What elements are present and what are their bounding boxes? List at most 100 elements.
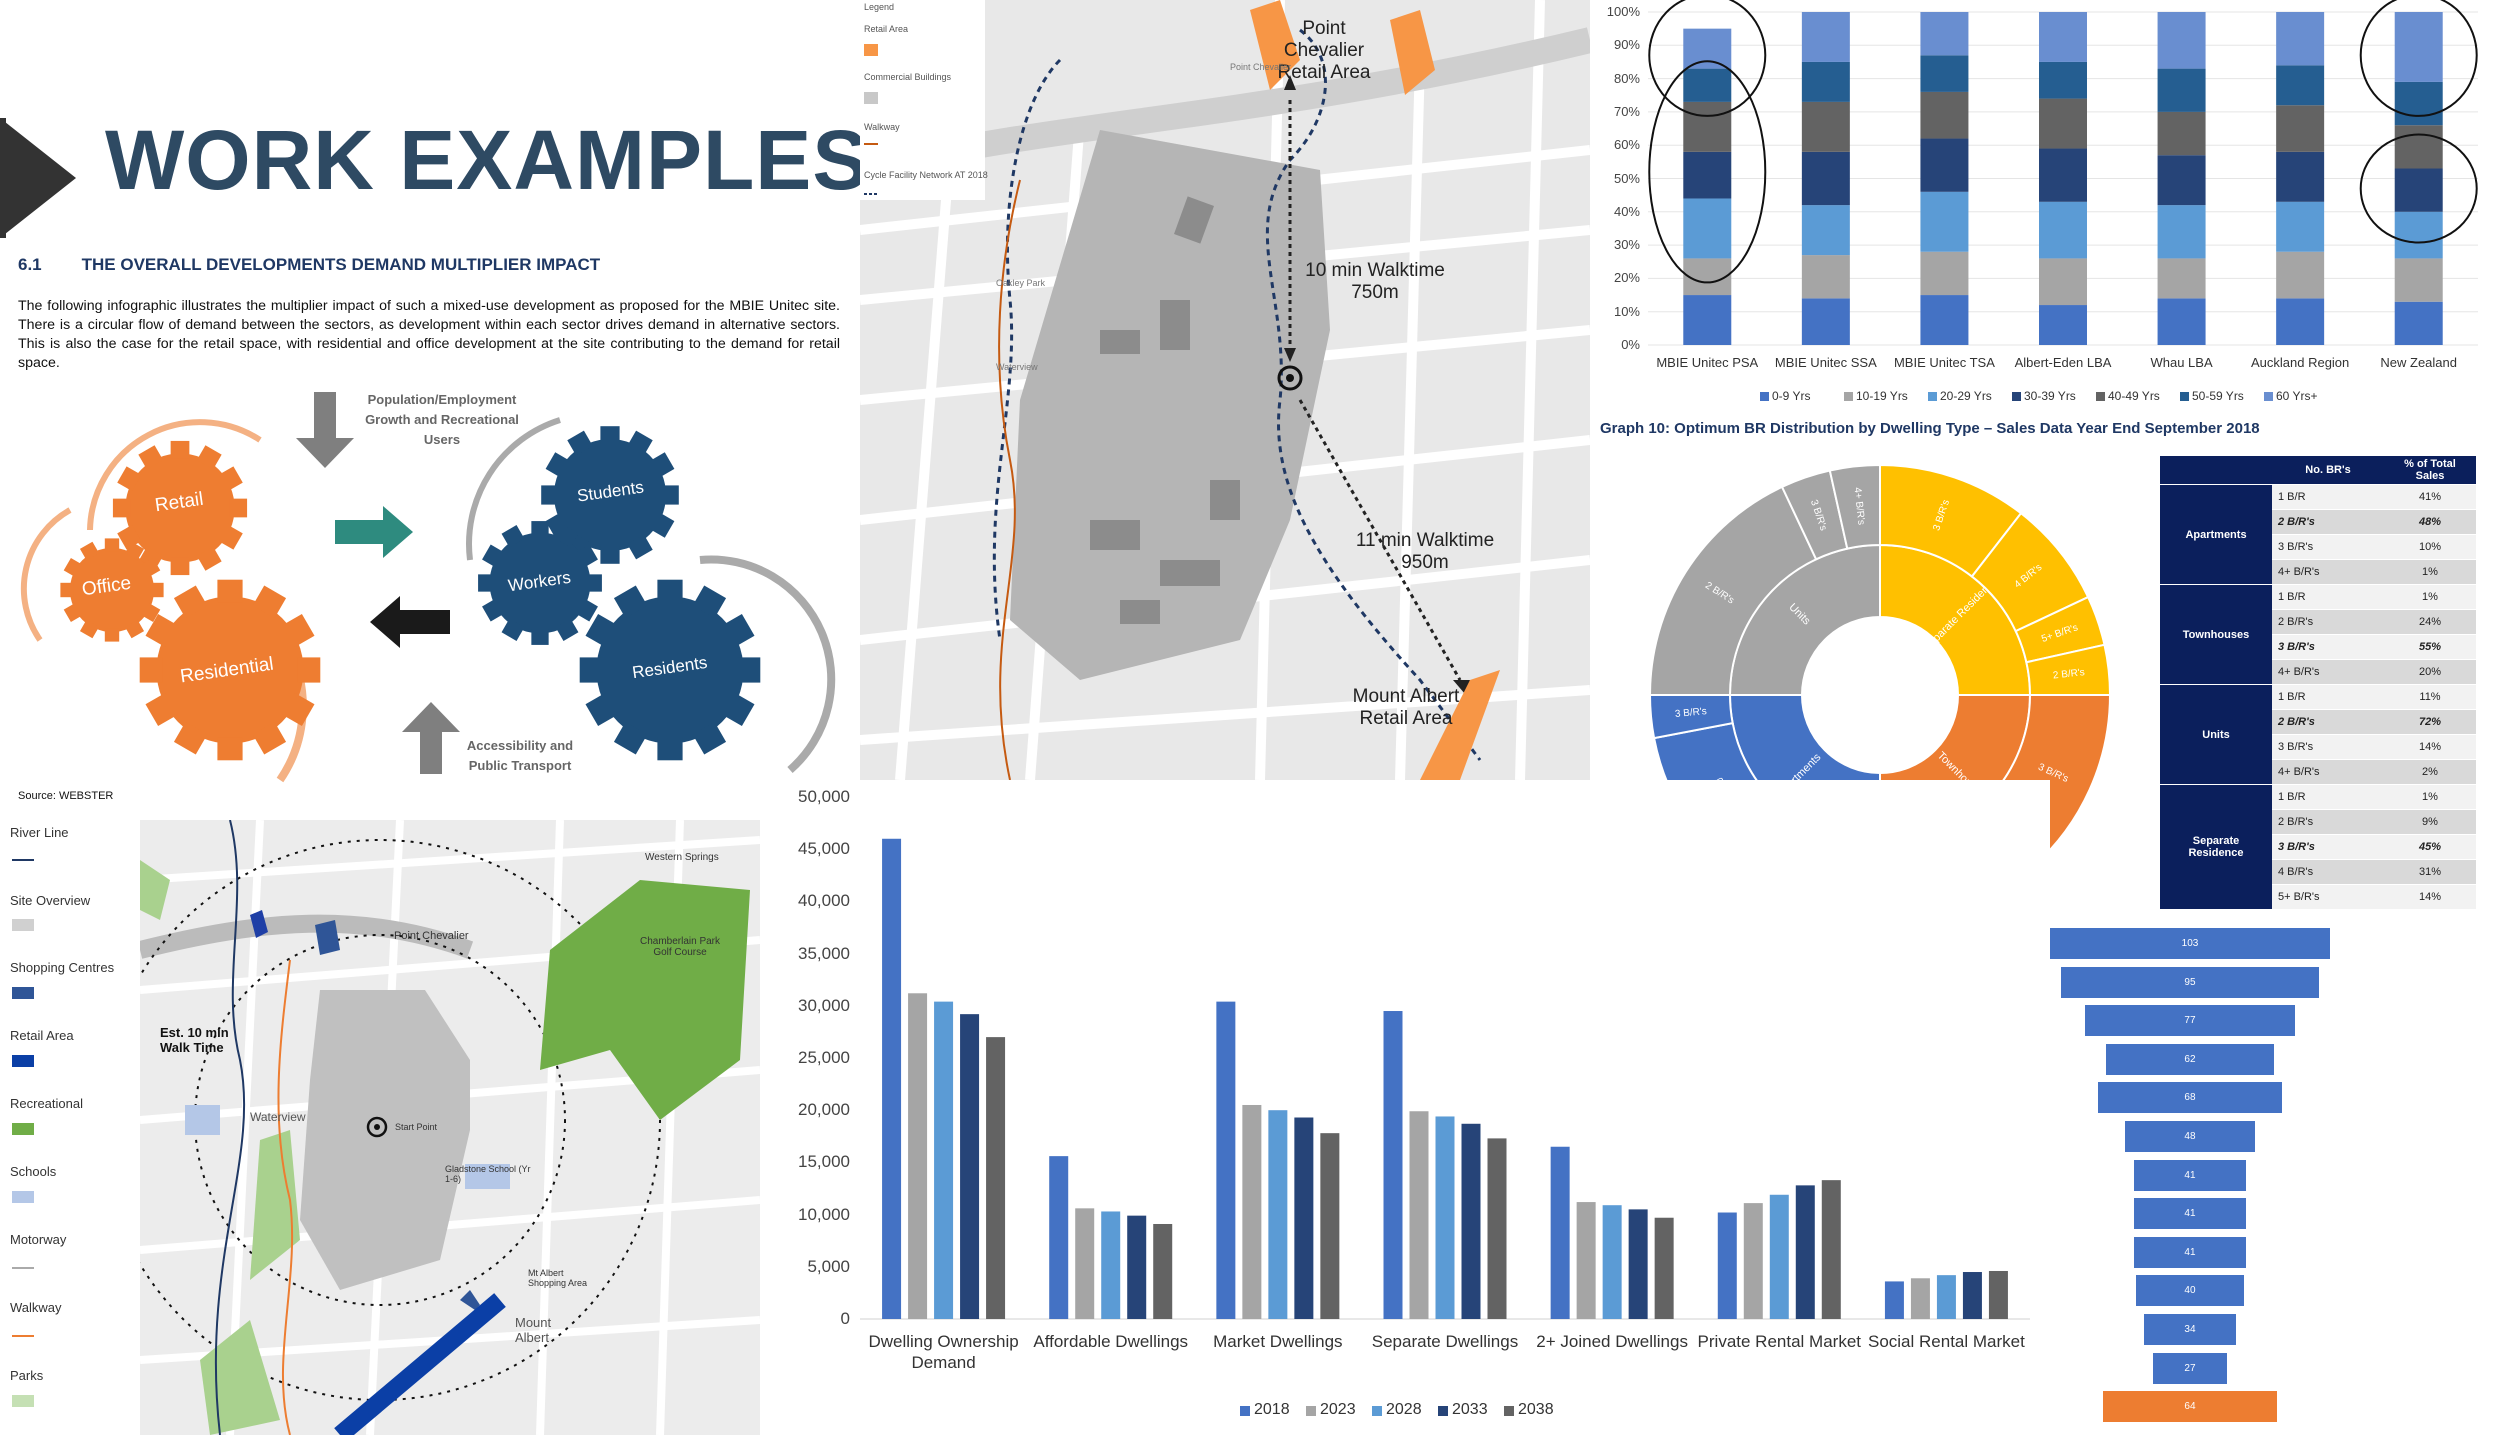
stacked-bar-segment: [2157, 298, 2206, 345]
mt-albert-shopping-label: Mt Albert Shopping Area: [528, 1268, 588, 1288]
dwelling-bar: [1654, 1217, 1674, 1319]
legend-label: 2023: [1320, 1401, 1356, 1418]
site-overview-map: Western Springs Chamberlain Park Golf Co…: [140, 820, 760, 1435]
br-table-row: 3 B/R's 45%: [2160, 834, 2476, 860]
br-table-pct-cell: 1%: [2384, 784, 2476, 810]
mount-albert-retail-area: [334, 1293, 506, 1435]
stacked-bar-segment: [1920, 295, 1969, 345]
br-table-pct-cell: 55%: [2384, 634, 2476, 660]
br-table-pct-cell: 11%: [2384, 684, 2476, 710]
page-title: WORK EXAMPLES: [105, 113, 870, 207]
br-table-row: 3 B/R's 10%: [2160, 534, 2476, 560]
stacked-bar-segment: [2394, 12, 2443, 82]
school-area: [185, 1105, 220, 1135]
site-overview-map-graphic: [140, 820, 760, 1435]
walkway-route: [998, 179, 1021, 780]
legend-recreational: Recreational: [10, 1096, 83, 1111]
donut-slice: [1828, 463, 1881, 550]
br-table-pct-cell: 2%: [2384, 759, 2476, 785]
point-chevalier-label: Point Chevalier: [394, 930, 469, 942]
stacked-bar-segment: [1920, 55, 1969, 92]
dwelling-bar: [1409, 1111, 1429, 1319]
br-table-group: Apartments: [2160, 484, 2272, 585]
dwelling-bar: [1743, 1203, 1763, 1319]
legend-schools: Schools: [10, 1164, 57, 1179]
br-table-header-br: No. BR's: [2272, 456, 2384, 485]
walktime-map-graphic: [860, 0, 1590, 780]
dwelling-bar: [1795, 1185, 1815, 1319]
legend-swatch: [1438, 1406, 1448, 1416]
dwelling-bar: [1769, 1194, 1789, 1319]
orange-arc: [87, 419, 262, 531]
dwelling-bar: [1216, 1001, 1236, 1319]
stacked-bar-segment: [1683, 28, 1732, 69]
dwelling-chart-svg: [860, 838, 2030, 1416]
legend-swatch: [1504, 1406, 1514, 1416]
legend-shopping-symbol: [12, 987, 34, 999]
dwelling-bar: [1320, 1133, 1340, 1319]
stacked-bar-segment: [2394, 168, 2443, 212]
dwelling-bar: [1101, 1211, 1121, 1319]
accessibility-label: Accessibility and Public Transport: [466, 738, 574, 773]
category-label: Affordable Dwellings: [1033, 1332, 1189, 1351]
funnel-bar: 64: [2103, 1391, 2277, 1423]
category-label: Dwelling Ownership Demand: [868, 1332, 1019, 1372]
stacked-bar-segment: [2039, 201, 2087, 259]
br-table-br-cell: 4+ B/R's: [2272, 559, 2384, 585]
legend-swatch: [2096, 392, 2105, 401]
population-growth-label: Population/Employment Growth and Recreat…: [365, 392, 519, 447]
stacked-bar-segment: [1683, 101, 1732, 152]
funnel-bar: 41: [2134, 1159, 2246, 1191]
br-table-pct-cell: 9%: [2384, 809, 2476, 835]
br-table-row: Apartments 1 B/R 41%: [2160, 484, 2476, 585]
br-table-row: 2 B/R's 72%: [2160, 709, 2476, 735]
br-table-br-cell: 1 B/R: [2272, 784, 2384, 810]
donut-slice-label: 4+ B/R's: [1851, 487, 1866, 526]
stacked-bar-segment: [2276, 298, 2325, 345]
y-tick-label: 40%: [1613, 203, 1640, 219]
y-tick-label: 0: [840, 1309, 850, 1328]
walk-route-blue: [1265, 28, 1482, 761]
br-table-row: Separate Residence 1 B/R 1%: [2160, 784, 2476, 910]
br-table-br-cell: 4 B/R's: [2272, 859, 2384, 885]
dwelling-bar: [1717, 1212, 1737, 1319]
category-label: Auckland Region: [2250, 355, 2350, 370]
category-label: MBIE Unitec TSA: [1893, 355, 1995, 370]
br-table-row: 4+ B/R's 2%: [2160, 759, 2476, 785]
age-distribution-chart: 0% 10% 20% 30% 40% 50% 60% 70% 80% 90% 100% MBIE U…: [1590, 0, 2500, 415]
stacked-bar-segment: [2039, 305, 2087, 345]
grey-arc: [466, 417, 561, 561]
legend-schools-symbol: [12, 1191, 34, 1203]
y-tick-label: 5,000: [807, 1256, 850, 1276]
br-table-br-cell: 3 B/R's: [2272, 534, 2384, 560]
y-tick-label: 50%: [1613, 170, 1640, 186]
left-arrow-icon: [370, 596, 450, 648]
legend-label: 2038: [1518, 1401, 1554, 1418]
funnel-bar: 77: [2085, 1005, 2295, 1037]
y-tick-label: 20%: [1613, 270, 1640, 286]
legend-retail-area: Retail Area: [10, 1028, 74, 1043]
br-table-pct-cell: 41%: [2384, 484, 2476, 510]
walktime-map: Legend Retail Area Commercial Buildings …: [860, 0, 1590, 780]
br-table-row: 4+ B/R's 20%: [2160, 659, 2476, 685]
legend-swatch: [1760, 392, 1769, 401]
dwelling-bar: [1550, 1146, 1570, 1319]
dwelling-bar: [1127, 1215, 1147, 1319]
stacked-bar-segment: [2039, 258, 2087, 306]
chamberlain-park: [540, 880, 750, 1120]
legend-parks: Parks: [10, 1368, 44, 1383]
dwelling-bar: [1075, 1208, 1095, 1319]
motorway-road: [140, 914, 474, 959]
stacked-bar-segment: [2157, 205, 2206, 259]
br-table-br-cell: 2 B/R's: [2272, 709, 2384, 735]
infographic-graphic: [20, 392, 836, 783]
legend-swatch: [2264, 392, 2273, 401]
y-tick-label: 30,000: [798, 995, 850, 1015]
y-tick-label: 20,000: [798, 1100, 850, 1120]
br-table-br-cell: 2 B/R's: [2272, 609, 2384, 635]
walktime-750-label: 10 min Walktime 750m: [1305, 260, 1445, 303]
legend-commercial-symbol: [864, 92, 878, 104]
legend-site-symbol: [12, 919, 34, 931]
stacked-bar-segment: [2276, 251, 2325, 299]
dwelling-demand-chart: 0 5,000 10,000 15,000 20,000 25,000 30,000 35,0…: [760, 780, 2050, 1435]
